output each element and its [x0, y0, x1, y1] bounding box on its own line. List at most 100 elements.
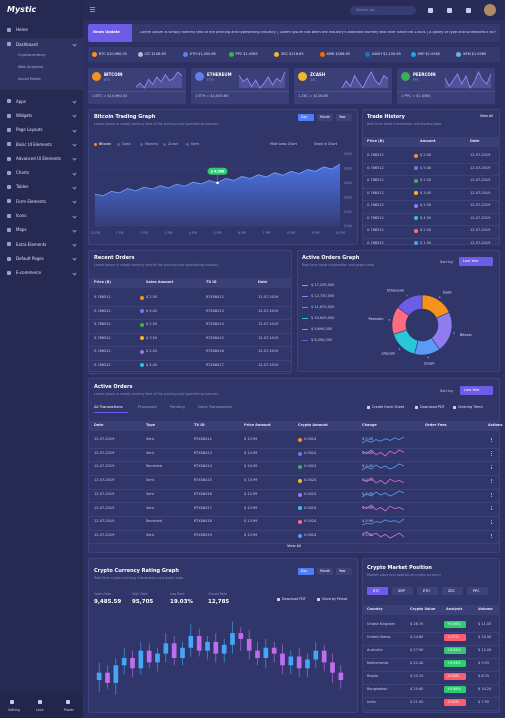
- coin-footer: 1 ETH = $1,000.65: [195, 94, 229, 98]
- table-cell: 0.786512: [94, 322, 111, 326]
- tab[interactable]: [298, 568, 314, 575]
- avatar[interactable]: [484, 4, 496, 16]
- action-dot[interactable]: [491, 439, 492, 441]
- chart-action[interactable]: Hide Lows Chart: [270, 142, 297, 146]
- tab[interactable]: [417, 587, 438, 595]
- footer-label[interactable]: Power: [64, 708, 74, 712]
- menu-item[interactable]: Apps: [16, 98, 26, 104]
- coin-filter[interactable]: Zcash: [168, 142, 179, 146]
- column-header: Price (B): [94, 280, 112, 284]
- tab[interactable]: [467, 587, 488, 595]
- action-dot[interactable]: [491, 495, 492, 497]
- candle-body: [230, 633, 235, 645]
- submenu-item[interactable]: Social Media: [18, 77, 41, 82]
- action-dot[interactable]: [491, 494, 492, 496]
- coin-dot: [94, 143, 97, 146]
- coin-filter[interactable]: Dash: [122, 142, 131, 146]
- action-dot[interactable]: [491, 453, 492, 454]
- menu-item[interactable]: Advanced UI Elements: [16, 155, 62, 161]
- tab[interactable]: [298, 114, 314, 121]
- sort-button[interactable]: [460, 386, 493, 395]
- action-dot[interactable]: [491, 466, 492, 468]
- button-icon: [277, 598, 280, 602]
- action-dot[interactable]: [491, 523, 492, 525]
- action-dot[interactable]: [491, 535, 492, 537]
- ticker: XRP $1.0565: [417, 52, 441, 56]
- footer-label[interactable]: Lock: [36, 708, 44, 712]
- action-dot[interactable]: [491, 468, 492, 470]
- sparkline-line: [361, 449, 405, 457]
- coin-filter[interactable]: Bitcoin: [99, 142, 112, 146]
- menu-item[interactable]: Tables: [16, 184, 29, 190]
- menu-item[interactable]: Form Elements: [16, 198, 46, 204]
- tab-label: Day: [301, 569, 308, 573]
- y-tick-label: $20k: [344, 195, 352, 199]
- action-dot[interactable]: [491, 480, 492, 482]
- table-cell: $ 1.50: [420, 240, 432, 245]
- menu-item[interactable]: Icons: [16, 213, 27, 218]
- action-dot[interactable]: [491, 482, 492, 483]
- action-dot[interactable]: [491, 507, 492, 509]
- table-cell: 0.786512: [94, 335, 111, 340]
- search-input[interactable]: Search for...: [356, 7, 378, 12]
- menu-item[interactable]: Default Pages: [16, 255, 44, 261]
- action-dot[interactable]: [491, 437, 492, 439]
- action-dot[interactable]: [491, 521, 492, 523]
- tab[interactable]: Pending: [170, 405, 185, 409]
- action-button[interactable]: Create Excel Sheet: [372, 405, 405, 409]
- view-all[interactable]: View All: [480, 114, 493, 118]
- menu-item[interactable]: Extra Elements: [16, 241, 47, 247]
- action-dot[interactable]: [491, 451, 492, 453]
- menu-item[interactable]: Basic UI Elements: [16, 141, 52, 147]
- tab[interactable]: [336, 568, 352, 575]
- submenu-item[interactable]: Web Analytics: [18, 65, 44, 70]
- action-dot[interactable]: [491, 440, 492, 442]
- menu-item[interactable]: Charts: [16, 170, 30, 176]
- tab[interactable]: All Transactions: [94, 405, 123, 409]
- table-cell: RTX08417: [206, 362, 224, 367]
- tab[interactable]: [317, 568, 333, 575]
- coin-dot: [298, 506, 302, 511]
- topbar-icon[interactable]: [466, 8, 471, 13]
- action-dot[interactable]: [491, 492, 492, 494]
- action-button[interactable]: Download PDF: [420, 405, 445, 409]
- topbar-icon[interactable]: [447, 8, 452, 13]
- coin-filter[interactable]: Monero: [145, 142, 159, 146]
- coin-filter[interactable]: Nem: [191, 142, 200, 146]
- action-dot[interactable]: [491, 533, 492, 535]
- action-dot[interactable]: [491, 536, 492, 538]
- sparkline-area: [239, 72, 285, 88]
- action-dot[interactable]: [491, 506, 492, 508]
- table-cell: 0.786512: [367, 190, 384, 195]
- tab[interactable]: [367, 587, 388, 595]
- topbar-icon[interactable]: [428, 8, 433, 13]
- menu-item[interactable]: Maps: [16, 227, 27, 233]
- tab[interactable]: Done Transactions: [198, 405, 232, 409]
- action-dot[interactable]: [491, 478, 492, 480]
- menu-item[interactable]: Page Layouts: [16, 127, 43, 133]
- chart-action[interactable]: Download PDF: [282, 597, 306, 601]
- view-all[interactable]: View All: [287, 544, 302, 548]
- tab[interactable]: Processed: [138, 405, 157, 409]
- action-dot[interactable]: [491, 509, 492, 511]
- menu-item[interactable]: E-commerce: [16, 270, 42, 276]
- chart-action[interactable]: Show in Chart: [314, 142, 338, 146]
- tab[interactable]: [442, 587, 463, 595]
- action-dot[interactable]: [491, 465, 492, 467]
- footer-label[interactable]: Setting: [8, 708, 20, 712]
- tab[interactable]: [392, 587, 413, 595]
- chart-action[interactable]: Show by Period: [322, 597, 348, 601]
- table-cell: RTX08418: [194, 519, 212, 524]
- tab[interactable]: [336, 114, 352, 121]
- sort-button[interactable]: [459, 257, 493, 266]
- menu-item[interactable]: Widgets: [16, 112, 33, 118]
- column-header: Actions: [488, 423, 503, 427]
- action-dot[interactable]: [491, 519, 492, 521]
- action-button[interactable]: Clearing Trend: [458, 405, 483, 409]
- menu-item[interactable]: Dashboard: [16, 41, 38, 47]
- submenu-item[interactable]: Cryptocurrency: [18, 53, 46, 58]
- panel: [88, 378, 500, 553]
- tab[interactable]: [317, 114, 333, 121]
- action-dot[interactable]: [491, 454, 492, 456]
- menu-item[interactable]: Home: [16, 27, 28, 33]
